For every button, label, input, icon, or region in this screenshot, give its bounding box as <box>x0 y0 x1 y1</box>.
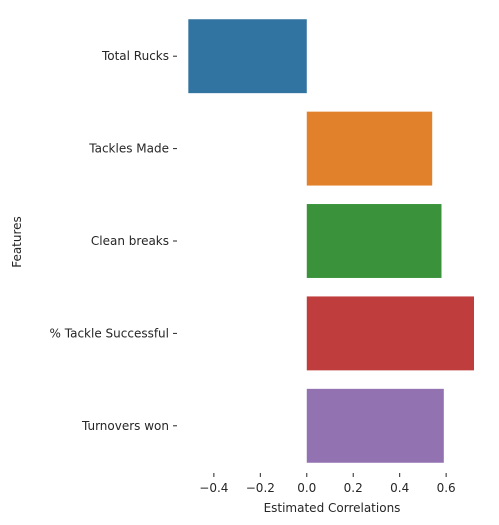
bar-3 <box>306 204 442 278</box>
y-axis-ticks: Total Rucks Tackles Made Clean breaks % Tac… <box>50 49 177 433</box>
x-tick-label: 0.0 <box>297 481 316 495</box>
x-tick-label: −0.4 <box>199 481 228 495</box>
y-tick-label: Tackles Made <box>88 142 169 156</box>
x-axis-title: Estimated Correlations <box>264 501 401 515</box>
bar-2 <box>306 111 433 186</box>
x-tick-label: −0.2 <box>246 481 275 495</box>
bar-1 <box>188 19 307 94</box>
y-tick-label: Clean breaks <box>91 234 169 248</box>
y-tick-label: Total Rucks <box>101 49 169 63</box>
x-tick-label: 0.2 <box>344 481 363 495</box>
x-tick-label: 0.6 <box>437 481 456 495</box>
y-axis-title: Features <box>10 216 24 268</box>
y-tick-label: Turnovers won <box>81 419 169 433</box>
x-tick-label: 0.4 <box>390 481 409 495</box>
bar-5 <box>306 388 444 463</box>
bar-4 <box>306 296 474 371</box>
bars-group <box>188 19 474 463</box>
y-tick-label: % Tackle Successful <box>50 326 169 340</box>
x-axis-ticks: −0.4 −0.2 0.0 0.2 0.4 0.6 <box>199 473 456 495</box>
